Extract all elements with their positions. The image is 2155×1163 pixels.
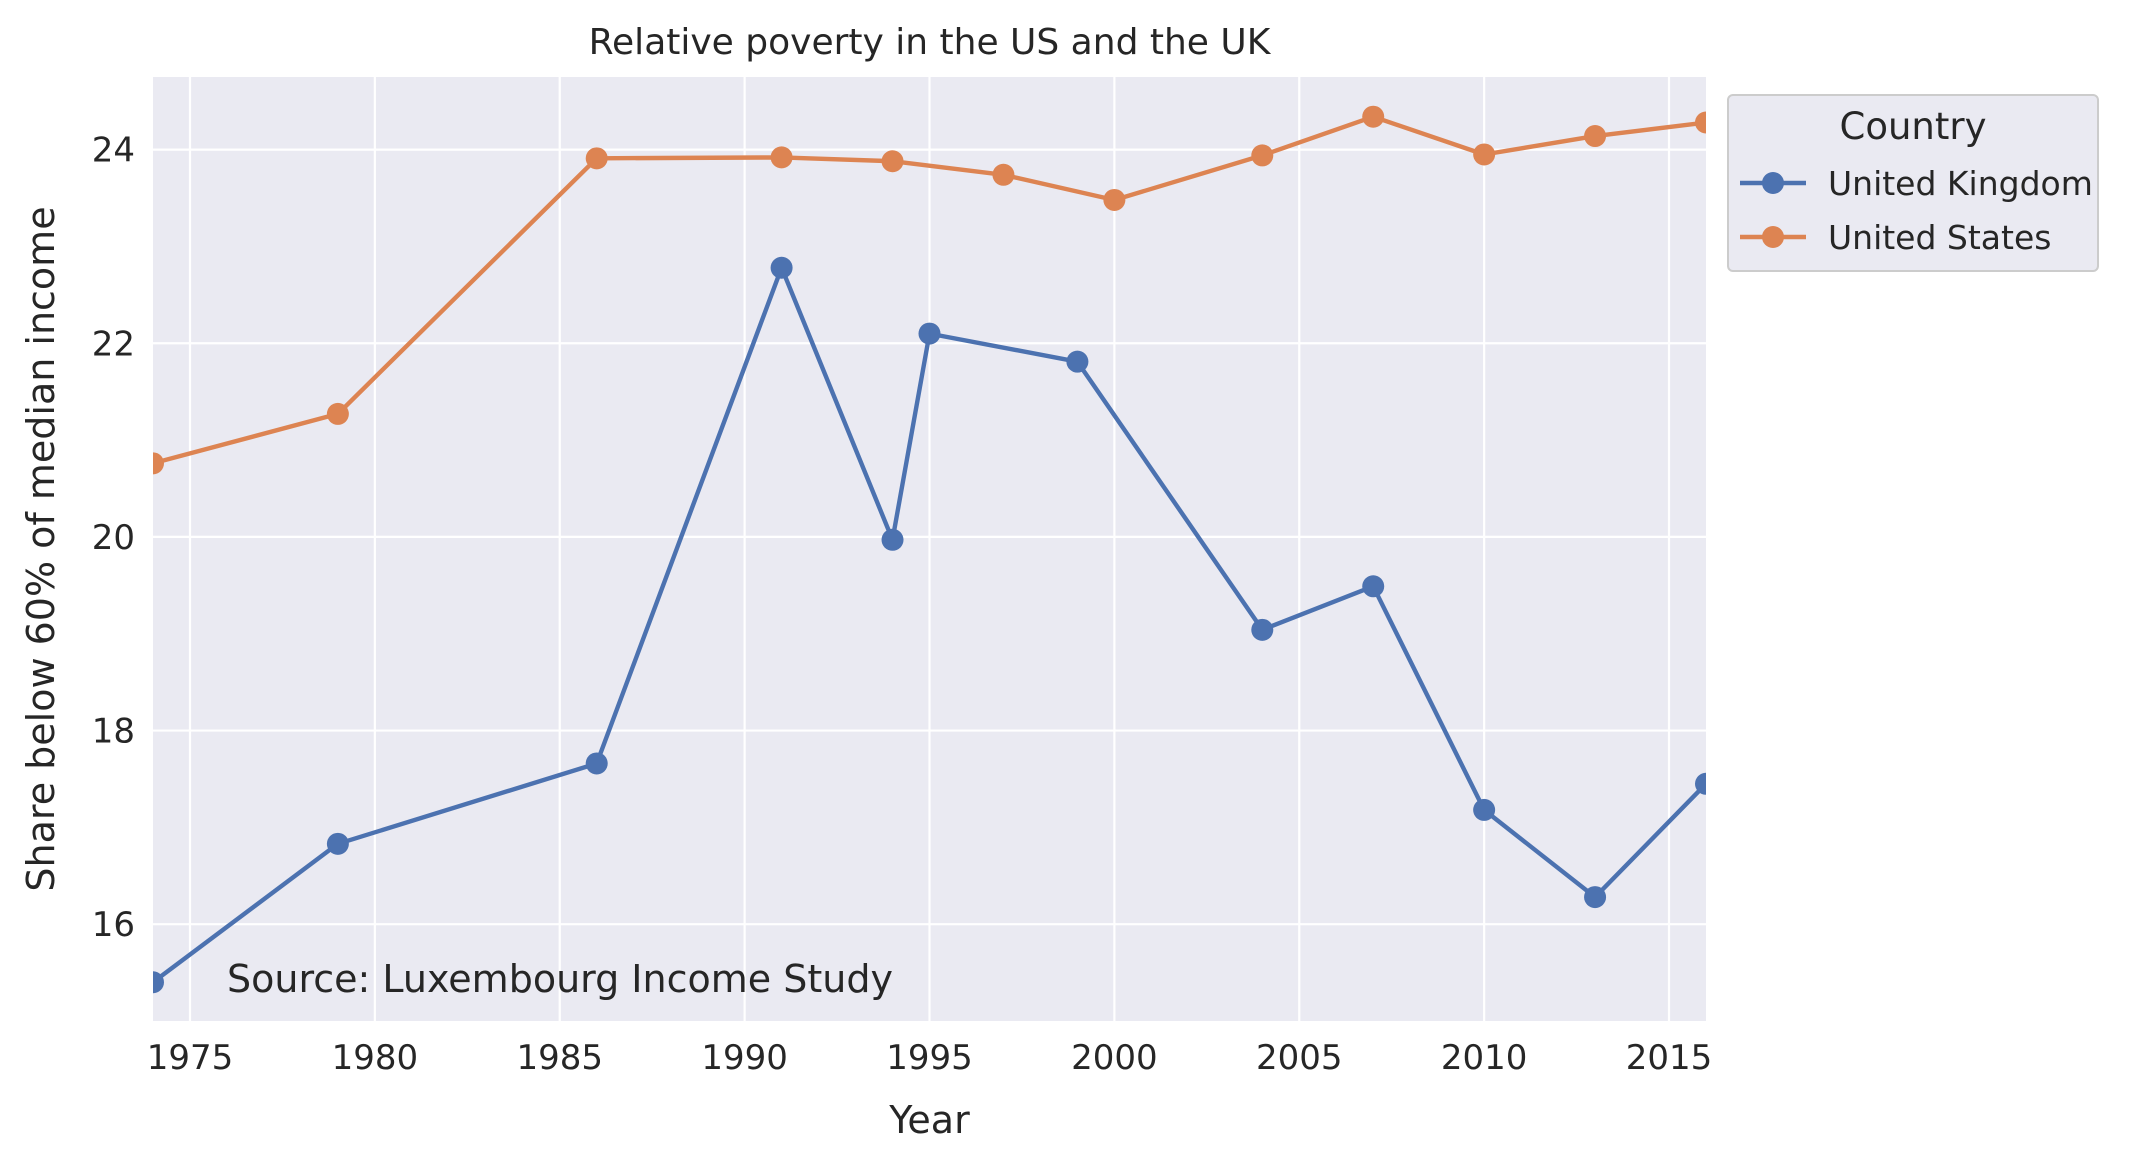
legend-label-united-kingdom: United Kingdom (1828, 164, 2093, 203)
source-annotation: Source: Luxembourg Income Study (227, 957, 893, 1001)
chart-title: Relative poverty in the US and the UK (589, 22, 1272, 63)
x-tick-label-1990: 1990 (701, 1038, 788, 1078)
series-line-united-kingdom (153, 265, 1706, 985)
data-point-united-kingdom-2016 (1695, 772, 1706, 795)
legend-marker-united-states (1762, 226, 1784, 248)
data-point-united-kingdom-2007 (1362, 575, 1385, 598)
x-axis-label: Year (888, 1098, 970, 1142)
y-tick-label-16: 16 (92, 905, 135, 945)
data-point-united-states-1994 (881, 150, 904, 173)
data-point-united-kingdom-2013 (1584, 886, 1607, 909)
y-tick-label-18: 18 (92, 712, 135, 752)
legend: Country United Kingdom United States (1727, 94, 2099, 272)
data-point-united-states-2016 (1695, 111, 1706, 134)
series-layer (153, 105, 1706, 994)
data-point-united-states-2007 (1362, 105, 1385, 128)
legend-marker-united-kingdom (1762, 172, 1784, 194)
x-tick-label-2015: 2015 (1626, 1038, 1713, 1078)
data-point-united-kingdom-1986 (585, 752, 608, 775)
x-tick-label-2000: 2000 (1071, 1038, 1158, 1078)
data-point-united-states-1986 (585, 147, 608, 170)
data-point-united-kingdom-1999 (1066, 350, 1089, 373)
data-point-united-states-2013 (1584, 125, 1607, 148)
x-tick-label-2005: 2005 (1256, 1038, 1343, 1078)
data-point-united-states-1991 (770, 146, 793, 169)
data-point-united-kingdom-1994 (881, 528, 904, 551)
data-point-united-kingdom-2004 (1251, 618, 1274, 641)
x-tick-label-1985: 1985 (516, 1038, 603, 1078)
y-tick-label-20: 20 (92, 518, 135, 558)
legend-title: Country (1840, 105, 1987, 148)
y-tick-label-24: 24 (92, 131, 135, 171)
data-point-united-states-1979 (326, 402, 349, 425)
data-point-united-states-2010 (1473, 143, 1496, 166)
legend-label-united-states: United States (1828, 218, 2051, 257)
data-point-united-kingdom-2010 (1473, 798, 1496, 821)
legend-box (1727, 94, 2099, 272)
data-point-united-states-2004 (1251, 144, 1274, 167)
data-point-united-kingdom-1979 (326, 832, 349, 855)
x-tick-label-1995: 1995 (886, 1038, 973, 1078)
x-tick-label-1980: 1980 (332, 1038, 419, 1078)
data-point-united-states-1997 (992, 163, 1015, 186)
data-point-united-kingdom-1991 (770, 256, 793, 279)
data-point-united-states-2000 (1103, 188, 1126, 211)
tick-layer: 1975 1980 1985 1990 1995 2000 2005 2010 2015 16 18… (92, 131, 1713, 1078)
series-line-united-states (153, 114, 1706, 466)
x-tick-label-2010: 2010 (1441, 1038, 1528, 1078)
data-point-united-states-1974 (153, 452, 164, 475)
x-tick-label-1975: 1975 (147, 1038, 234, 1078)
y-axis-label: Share below 60% of median income (19, 206, 63, 891)
data-point-united-kingdom-1995 (918, 322, 941, 345)
y-tick-label-22: 22 (92, 324, 135, 364)
legend-items: United Kingdom United States (1740, 164, 2093, 257)
data-point-united-kingdom-1974 (153, 971, 164, 994)
